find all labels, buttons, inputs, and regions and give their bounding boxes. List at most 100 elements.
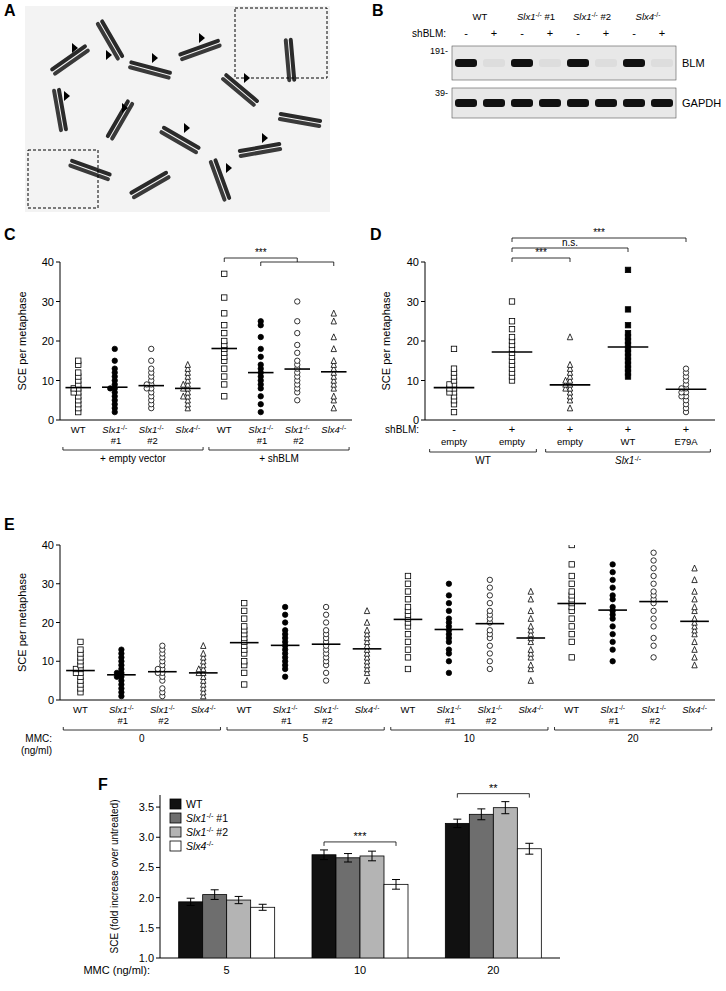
text-part: -/-	[373, 704, 379, 711]
data-point	[446, 647, 451, 652]
band	[595, 59, 617, 67]
y-tick-label: 20	[42, 617, 54, 629]
data-point	[451, 346, 456, 351]
row-value: +	[567, 423, 573, 435]
panel-label: F	[98, 776, 108, 793]
y-tick-label: 0	[48, 694, 54, 706]
significance-bracket	[512, 258, 570, 262]
data-point	[112, 366, 117, 371]
category-label: Slx4-/-	[321, 424, 346, 436]
text-part: -/-	[168, 704, 174, 711]
y-tick	[56, 301, 60, 302]
category-label: Slx1-/-	[615, 455, 642, 467]
data-point	[112, 346, 117, 351]
data-point	[112, 358, 117, 363]
category-label: 0	[139, 733, 145, 744]
category-label: E79A	[674, 436, 698, 447]
y-tick-label: 3.0	[139, 831, 154, 843]
data-point	[446, 659, 451, 664]
text-part: -/-	[157, 424, 163, 431]
text-part: WT	[71, 424, 86, 435]
text-part: WT	[217, 424, 232, 435]
category-label: WT	[73, 704, 88, 715]
y-tick-label: 20	[42, 335, 54, 347]
data-point	[364, 619, 369, 625]
x-axis	[60, 420, 352, 421]
legend-swatch	[170, 799, 181, 809]
row-value: +	[683, 423, 689, 435]
data-point	[295, 398, 300, 403]
mean-line	[138, 385, 164, 387]
text-part: Slx1	[102, 424, 120, 435]
data-point	[331, 405, 336, 411]
y-axis-label: SCE (fold increase over untreated)	[109, 800, 120, 954]
data-point	[323, 620, 328, 625]
data-point	[651, 550, 656, 555]
chromosome	[128, 60, 173, 80]
data-point	[569, 589, 574, 594]
data-point	[222, 271, 227, 276]
arrowhead	[72, 43, 78, 53]
band	[651, 59, 673, 67]
lane-label: -	[464, 27, 468, 39]
y-tick	[56, 583, 60, 584]
data-point	[610, 562, 615, 567]
text-part: #2	[291, 435, 304, 446]
data-point	[331, 358, 336, 364]
mean-line	[102, 386, 128, 388]
blot	[452, 88, 676, 118]
mean-line	[175, 388, 201, 390]
data-point	[569, 545, 574, 548]
y-tick-label: 2.5	[139, 861, 154, 873]
category-label: Slx4-/-	[175, 424, 200, 436]
panel-label: A	[4, 2, 16, 19]
row-value: -	[452, 423, 456, 435]
mean-line	[248, 372, 274, 374]
category-label: WT	[564, 704, 579, 715]
significance-label: ***	[593, 227, 605, 238]
category-label: Slx1-/- #1	[600, 704, 625, 726]
data-point	[528, 623, 533, 629]
y-tick	[56, 420, 60, 421]
data-point	[405, 597, 410, 602]
bar	[251, 907, 275, 958]
data-point	[331, 393, 336, 399]
data-point	[258, 346, 263, 351]
data-point	[651, 558, 656, 563]
mean-line	[608, 346, 649, 348]
figure: ABWTSlx1-/- #1Slx1-/- #2Slx4-/-shBLM:-+-…	[0, 0, 726, 991]
data-point	[446, 616, 451, 621]
y-tick-label: 30	[407, 296, 419, 308]
data-point	[692, 615, 697, 621]
error-bar	[320, 850, 328, 860]
text-part: Slx1	[600, 704, 618, 715]
data-point	[295, 319, 300, 324]
data-point	[295, 350, 300, 355]
y-tick	[421, 341, 425, 342]
legend-swatch	[170, 813, 181, 823]
data-point	[610, 624, 615, 629]
data-point	[149, 358, 154, 363]
error-bar	[477, 809, 485, 820]
data-point	[331, 346, 336, 352]
y-tick	[56, 545, 60, 546]
y-tick	[421, 262, 425, 263]
data-point	[76, 358, 81, 363]
band	[511, 59, 533, 67]
chromatid	[179, 43, 222, 62]
text-part: Slx1	[248, 424, 266, 435]
text-part: -/-	[194, 424, 200, 431]
category-label: Slx1-/- #1	[248, 424, 273, 446]
text-part: #2	[156, 715, 169, 726]
data-point	[258, 394, 263, 399]
data-point	[323, 604, 328, 609]
data-point	[446, 670, 451, 675]
bar	[493, 808, 517, 958]
chromatid	[68, 163, 111, 182]
category-label: empty	[441, 436, 467, 447]
data-point	[222, 311, 227, 316]
significance-label: n.s.	[562, 237, 578, 248]
data-point	[651, 566, 656, 571]
text-part: Slx4	[636, 11, 654, 22]
chromatid	[220, 76, 256, 107]
